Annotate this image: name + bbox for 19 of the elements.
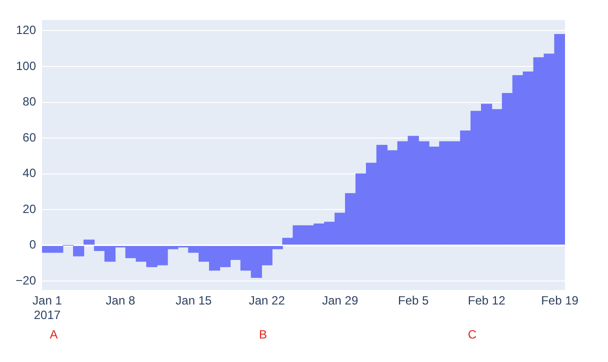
x-tick-label: Jan 15 xyxy=(176,294,212,308)
y-tick-label: 60 xyxy=(22,130,36,144)
y-tick-label: 20 xyxy=(22,202,36,216)
y-tick-label: 120 xyxy=(16,23,36,38)
x-tick-label: Feb 19 xyxy=(541,294,579,308)
x-tick-label: Jan 29 xyxy=(322,294,358,308)
y-tick-label: 0 xyxy=(29,238,36,252)
x-tick-label: Jan 1 2017 xyxy=(32,294,62,322)
y-tick-label: 40 xyxy=(22,166,36,180)
x-tick-label: Feb 5 xyxy=(398,294,429,308)
text: A xyxy=(50,327,58,342)
text: C xyxy=(468,327,477,342)
y-tick-label: 80 xyxy=(22,94,36,109)
text: B xyxy=(258,327,267,342)
x-tick-label: Jan 8 xyxy=(106,294,136,308)
y-tick-label: 100 xyxy=(16,58,36,73)
y-tick-label: −20 xyxy=(16,273,36,288)
x-tick-label: Feb 12 xyxy=(468,294,506,308)
x-tick-label: Jan 22 xyxy=(248,294,286,308)
